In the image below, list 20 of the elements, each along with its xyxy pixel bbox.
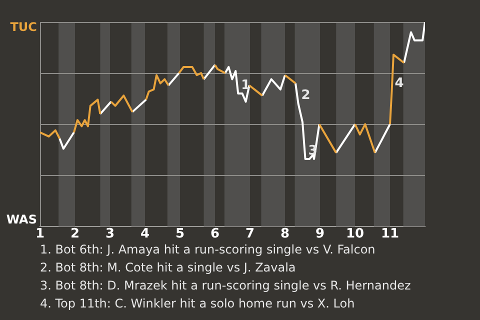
x-tick-label: 1 [35,226,45,242]
text: 3. Bot 8th: D. Mrazek hit a run-scoring single vs R. Hernandez [40,278,411,293]
x-tick-label: 9 [315,226,325,242]
x-tick-label: 10 [346,226,364,242]
text: WAS [6,212,37,227]
annotation: 4 [394,76,404,91]
x-tick-label: 7 [245,226,255,242]
text: 4. Top 11th: C. Winkler hit a solo home run vs X. Loh [40,296,355,311]
x-tick-label: 11 [380,226,400,242]
text: 2. Bot 8th: M. Cote hit a single vs J. Zavala [40,260,296,275]
text: 1. Bot 6th: J. Amaya hit a run-scoring single vs V. Falcon [40,242,376,257]
x-tick-label: 3 [105,226,115,242]
x-tick-label: 8 [280,226,290,242]
x-tick-label: 6 [210,226,220,242]
x-tick-label: 4 [140,226,150,242]
annotation: 2 [301,88,310,104]
x-tick-label: 2 [70,226,80,242]
text: TUC [10,20,38,34]
annotation: 1 [241,78,250,93]
x-tick-label: 5 [175,226,185,242]
